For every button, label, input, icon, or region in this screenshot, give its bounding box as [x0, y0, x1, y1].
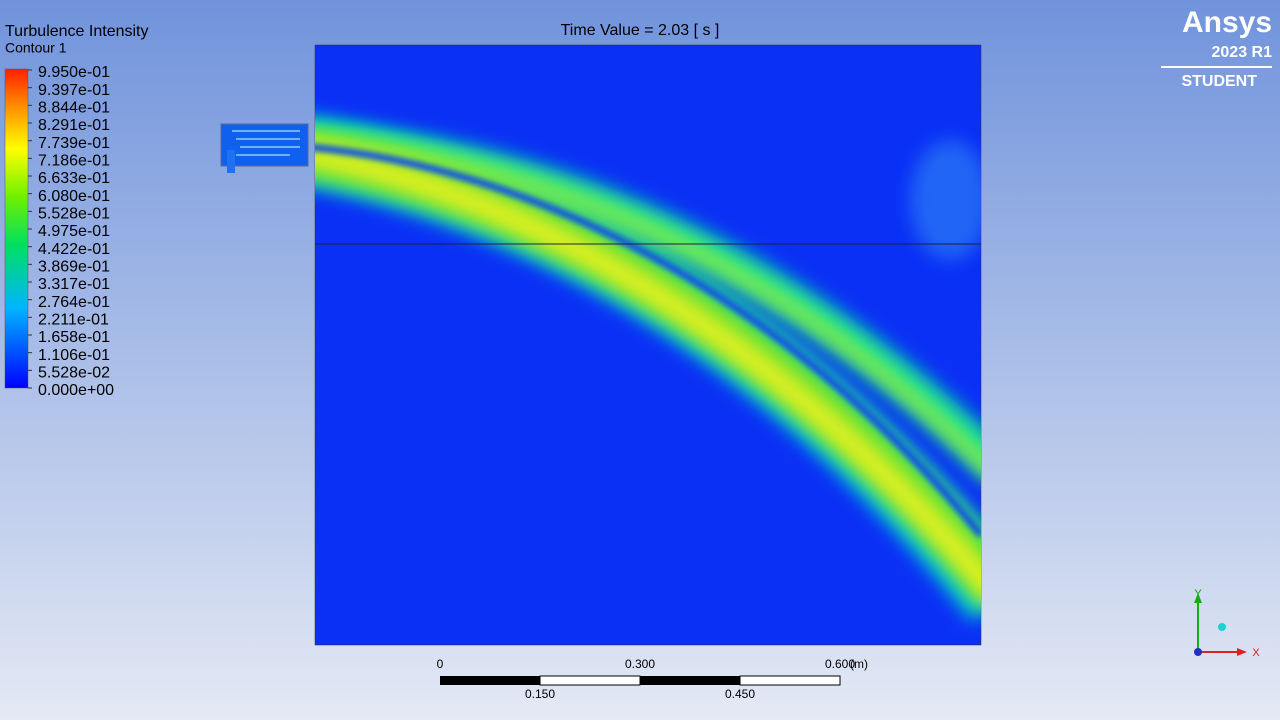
- legend-label: 4.975e-01: [38, 223, 110, 240]
- scale-label: 0.600: [825, 657, 855, 671]
- legend-subtitle: Contour 1: [5, 40, 67, 56]
- legend-label: 9.397e-01: [38, 82, 110, 99]
- scale-labels: 0 0.300 0.600 0.150 0.450: [437, 657, 856, 701]
- domain: [314, 44, 982, 646]
- legend-label: 3.317e-01: [38, 276, 110, 293]
- scale-label: 0.300: [625, 657, 655, 671]
- scale-label: 0.450: [725, 687, 755, 701]
- legend-label: 1.106e-01: [38, 347, 110, 364]
- legend-label: 6.633e-01: [38, 170, 110, 187]
- legend-label: 7.186e-01: [38, 153, 110, 170]
- brand: Ansys 2023 R1 STUDENT: [1161, 6, 1272, 90]
- legend-labels: 9.950e-019.397e-018.844e-018.291e-017.73…: [28, 64, 114, 399]
- colorbar: [4, 68, 29, 389]
- axis-x-label: X: [1252, 647, 1260, 659]
- legend-label: 9.950e-01: [38, 64, 110, 81]
- scale-unit: (m): [850, 657, 868, 671]
- legend-label: 8.844e-01: [38, 100, 110, 117]
- legend-label: 6.080e-01: [38, 188, 110, 205]
- legend-label: 1.658e-01: [38, 329, 110, 346]
- legend-label: 3.869e-01: [38, 259, 110, 276]
- legend-label: 4.422e-01: [38, 241, 110, 258]
- brand-version: 2023 R1: [1212, 44, 1273, 61]
- axis-y-label: Y: [1194, 588, 1202, 600]
- time-value: Time Value = 2.03 [ s ]: [561, 22, 720, 39]
- axis-triad: Y X: [1194, 588, 1260, 659]
- brand-name: Ansys: [1182, 6, 1272, 39]
- legend-label: 7.739e-01: [38, 135, 110, 152]
- legend-label: 0.000e+00: [38, 382, 114, 399]
- scale-label: 0: [437, 657, 444, 671]
- scale-label: 0.150: [525, 687, 555, 701]
- brand-edition: STUDENT: [1181, 73, 1257, 90]
- legend-label: 5.528e-02: [38, 365, 110, 382]
- scale-bar: [440, 675, 841, 686]
- inlet: [220, 123, 309, 173]
- legend-label: 5.528e-01: [38, 206, 110, 223]
- legend-title: Turbulence Intensity: [5, 23, 148, 40]
- legend-label: 8.291e-01: [38, 117, 110, 134]
- legend-label: 2.211e-01: [38, 312, 109, 329]
- legend-label: 2.764e-01: [38, 294, 110, 311]
